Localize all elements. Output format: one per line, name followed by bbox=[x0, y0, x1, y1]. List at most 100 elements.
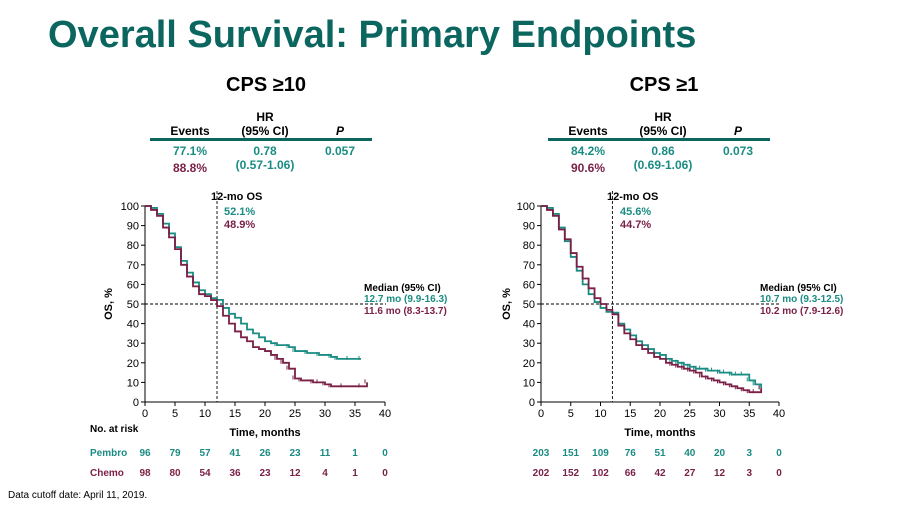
km-curve-chemo bbox=[145, 205, 368, 388]
risk-count: 0 bbox=[776, 468, 782, 479]
y-tick-label: 70 bbox=[523, 260, 535, 272]
hr-header: HR bbox=[256, 110, 274, 124]
median-label: Median (95% CI) bbox=[760, 283, 837, 294]
ci-value: (0.57-1.06) bbox=[235, 158, 295, 172]
risk-count: 98 bbox=[139, 468, 151, 479]
y-tick-label: 20 bbox=[523, 358, 535, 370]
x-tick-label: 40 bbox=[773, 408, 785, 420]
risk-count: 57 bbox=[199, 448, 211, 459]
y-tick-label: 10 bbox=[523, 377, 535, 389]
panel-cps1: CPS ≥1 Events HR (95% CI) P 84.2% 90.6% … bbox=[398, 0, 848, 506]
risk-count: 26 bbox=[259, 448, 271, 459]
risk-count: 1 bbox=[352, 468, 358, 479]
panel-cps10: CPS ≥10 Events HR (95% CI) P 77.1% 88.8%… bbox=[90, 74, 447, 479]
x-tick-label: 35 bbox=[349, 408, 361, 420]
median-pembro: 12.7 mo (9.9-16.3) bbox=[364, 294, 447, 305]
risk-count: 12 bbox=[289, 468, 301, 479]
pembro-events: 77.1% bbox=[172, 144, 208, 158]
risk-count: 41 bbox=[229, 448, 241, 459]
y-tick-label: 50 bbox=[127, 299, 139, 311]
risk-count: 152 bbox=[562, 468, 580, 479]
p-header: P bbox=[335, 124, 344, 138]
os12-label: 12-mo OS bbox=[607, 191, 658, 203]
risk-pembro-label: Pembro bbox=[90, 448, 128, 459]
os12-pembro: 45.6% bbox=[620, 206, 651, 218]
x-tick-label: 5 bbox=[568, 408, 574, 420]
risk-count: 1 bbox=[352, 448, 358, 459]
risk-count: 23 bbox=[259, 468, 271, 479]
risk-count: 4 bbox=[322, 468, 328, 479]
data-cutoff-note: Data cutoff date: April 11, 2019. bbox=[8, 490, 148, 501]
ci-header: (95% CI) bbox=[639, 124, 687, 138]
y-tick-label: 10 bbox=[127, 377, 139, 389]
chemo-events: 90.6% bbox=[570, 161, 606, 175]
y-tick-label: 80 bbox=[523, 240, 535, 252]
y-tick-label: 60 bbox=[523, 279, 535, 291]
risk-count: 151 bbox=[562, 448, 580, 459]
risk-count: 66 bbox=[624, 468, 636, 479]
y-tick-label: 20 bbox=[127, 358, 139, 370]
panel-subtitle: CPS ≥1 bbox=[629, 74, 699, 96]
risk-count: 42 bbox=[654, 468, 666, 479]
median-label: Median (95% CI) bbox=[364, 283, 441, 294]
y-axis-label: OS, % bbox=[103, 288, 115, 320]
ci-value: (0.69-1.06) bbox=[633, 158, 693, 172]
median-chemo: 11.6 mo (8.3-13.7) bbox=[364, 306, 447, 317]
risk-count: 203 bbox=[532, 448, 550, 459]
risk-count: 96 bbox=[139, 448, 151, 459]
x-tick-label: 15 bbox=[229, 408, 241, 420]
x-axis-label: Time, months bbox=[229, 427, 300, 439]
p-value: 0.057 bbox=[324, 144, 356, 158]
chemo-events: 88.8% bbox=[172, 161, 208, 175]
x-tick-label: 25 bbox=[684, 408, 696, 420]
risk-count: 40 bbox=[684, 448, 696, 459]
os12-label: 12-mo OS bbox=[211, 191, 262, 203]
risk-count: 109 bbox=[592, 448, 609, 459]
risk-count: 80 bbox=[169, 468, 181, 479]
table-rule bbox=[548, 138, 770, 141]
x-tick-label: 35 bbox=[743, 408, 755, 420]
p-value: 0.073 bbox=[722, 144, 754, 158]
x-tick-label: 15 bbox=[624, 408, 636, 420]
x-tick-label: 0 bbox=[142, 408, 148, 420]
pembro-events: 84.2% bbox=[570, 144, 606, 158]
x-tick-label: 25 bbox=[289, 408, 301, 420]
y-tick-label: 0 bbox=[529, 397, 535, 409]
x-axis-label: Time, months bbox=[624, 427, 695, 439]
y-tick-label: 60 bbox=[127, 279, 139, 291]
x-tick-label: 0 bbox=[538, 408, 544, 420]
risk-count: 79 bbox=[169, 448, 181, 459]
y-tick-label: 100 bbox=[121, 201, 139, 213]
x-tick-label: 5 bbox=[172, 408, 178, 420]
km-chart-cps1: OS, % Time, months 12-mo OS 45.6% 44.7% … bbox=[501, 191, 843, 439]
risk-count: 12 bbox=[713, 468, 726, 479]
risk-count: 27 bbox=[684, 468, 696, 479]
risk-count: 11 bbox=[319, 448, 331, 459]
os12-pembro: 52.1% bbox=[224, 206, 255, 218]
risk-count: 51 bbox=[654, 448, 666, 459]
page-title: Overall Survival: Primary Endpoints bbox=[48, 14, 697, 56]
km-curve-pembro bbox=[541, 205, 763, 389]
y-tick-label: 30 bbox=[127, 338, 139, 350]
x-tick-label: 30 bbox=[713, 408, 725, 420]
x-tick-label: 10 bbox=[594, 408, 606, 420]
y-tick-label: 30 bbox=[523, 338, 535, 350]
y-tick-label: 70 bbox=[127, 260, 139, 272]
risk-count: 36 bbox=[229, 468, 241, 479]
os12-chemo: 48.9% bbox=[224, 219, 255, 231]
os12-chemo: 44.7% bbox=[620, 219, 651, 231]
risk-count: 76 bbox=[624, 448, 636, 459]
risk-count: 102 bbox=[592, 468, 609, 479]
y-tick-label: 40 bbox=[127, 319, 139, 331]
ci-header: (95% CI) bbox=[241, 124, 289, 138]
y-axis-label: OS, % bbox=[501, 288, 513, 320]
panel-subtitle: CPS ≥10 bbox=[226, 74, 306, 96]
y-tick-label: 40 bbox=[523, 319, 535, 331]
x-tick-label: 20 bbox=[259, 408, 271, 420]
risk-count: 202 bbox=[532, 468, 550, 479]
risk-count: 3 bbox=[746, 448, 753, 459]
y-tick-label: 90 bbox=[523, 221, 535, 233]
risk-count: 0 bbox=[776, 448, 782, 459]
km-curve-chemo bbox=[541, 205, 763, 394]
hr-value: 0.86 bbox=[651, 144, 675, 158]
